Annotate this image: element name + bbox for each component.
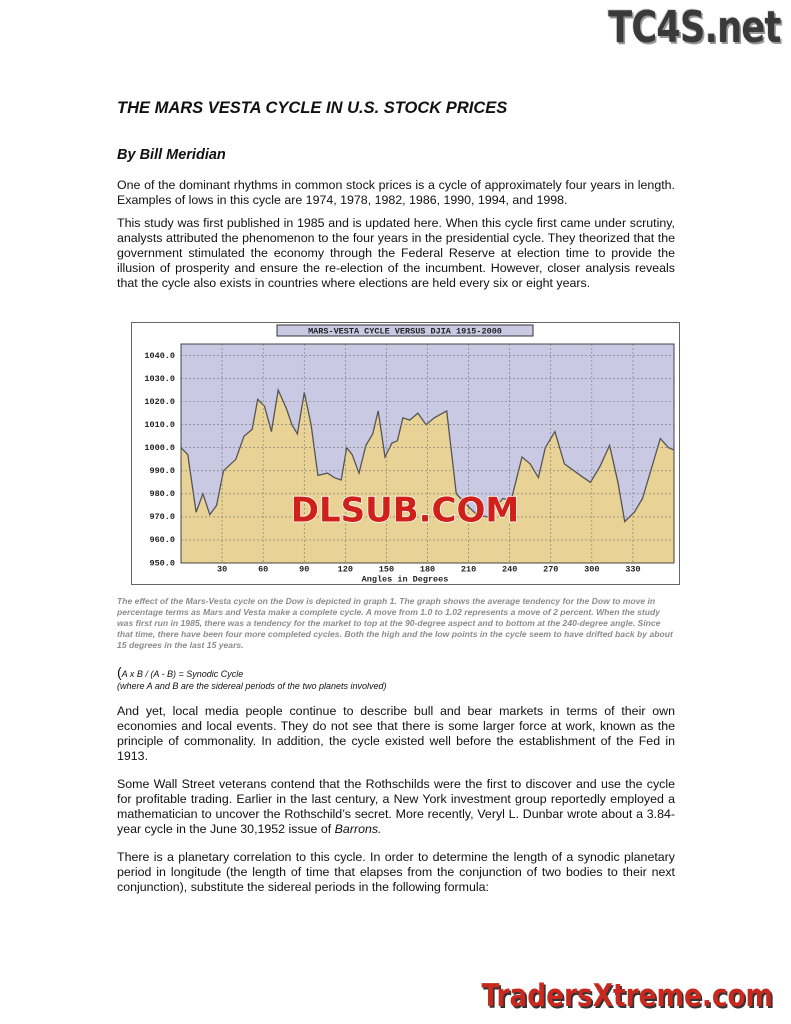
paragraph: There is a planetary correlation to this… [117, 850, 675, 894]
site-logo[interactable]: TradersXtreme.com [481, 978, 773, 1014]
chart-title-box [276, 324, 534, 337]
paragraph: And yet, local media people continue to … [117, 704, 675, 763]
x-tick-label: 30 [217, 564, 227, 574]
formula-note: (where A and B are the sidereal periods … [117, 681, 387, 691]
x-tick-label: 180 [420, 564, 435, 574]
y-tick-label: 1040.0 [144, 351, 175, 361]
y-tick-label: 990.0 [149, 466, 175, 476]
y-tick-label: 1030.0 [144, 374, 175, 384]
author: By Bill Meridian [117, 147, 226, 163]
x-tick-label: 330 [625, 564, 640, 574]
y-tick-label: 970.0 [149, 512, 175, 522]
site-logo[interactable]: TC4S.net [608, 2, 782, 53]
paragraph: Some Wall Street veterans contend that t… [117, 777, 675, 837]
x-tick-label: 240 [502, 564, 517, 574]
paragraph: This study was first published in 1985 a… [117, 216, 675, 290]
y-tick-label: 1020.0 [144, 397, 175, 407]
figure-caption: The effect of the Mars-Vesta cycle on th… [117, 596, 673, 650]
publication: Barrons. [334, 822, 382, 836]
paragraph-text: Some Wall Street veterans contend that t… [117, 777, 675, 836]
x-tick-label: 210 [461, 564, 476, 574]
x-tick-label: 150 [379, 564, 394, 574]
line [180, 387, 675, 523]
chart: MARS-VESTA CYCLE VERSUS DJIA 1915-2000 A… [131, 322, 680, 585]
plot-frame [180, 343, 675, 564]
formula-text: A x B / (A - B) = Synodic Cycle [121, 669, 244, 679]
x-axis-label: Angles in Degrees [362, 574, 449, 584]
article-title: THE MARS VESTA CYCLE IN U.S. STOCK PRICE… [117, 99, 508, 117]
paragraph: One of the dominant rhythms in common st… [117, 178, 675, 207]
chart-title: MARS-VESTA CYCLE VERSUS DJIA 1915-2000 [308, 326, 502, 336]
x-tick-label: 300 [584, 564, 599, 574]
y-tick-label: 1010.0 [144, 420, 175, 430]
y-tick-label: 950.0 [149, 558, 175, 568]
formula: (A x B / (A - B) = Synodic Cycle [117, 664, 243, 680]
x-tick-label: 270 [543, 564, 558, 574]
x-tick-label: 120 [338, 564, 353, 574]
y-tick-label: 1000.0 [144, 443, 175, 453]
x-tick-label: 60 [258, 564, 268, 574]
formula-paren: ( [117, 664, 122, 680]
watermark: DLSUB.COM [291, 491, 520, 531]
y-tick-label: 980.0 [149, 489, 175, 499]
x-tick-label: 90 [299, 564, 309, 574]
y-tick-label: 960.0 [149, 535, 175, 545]
